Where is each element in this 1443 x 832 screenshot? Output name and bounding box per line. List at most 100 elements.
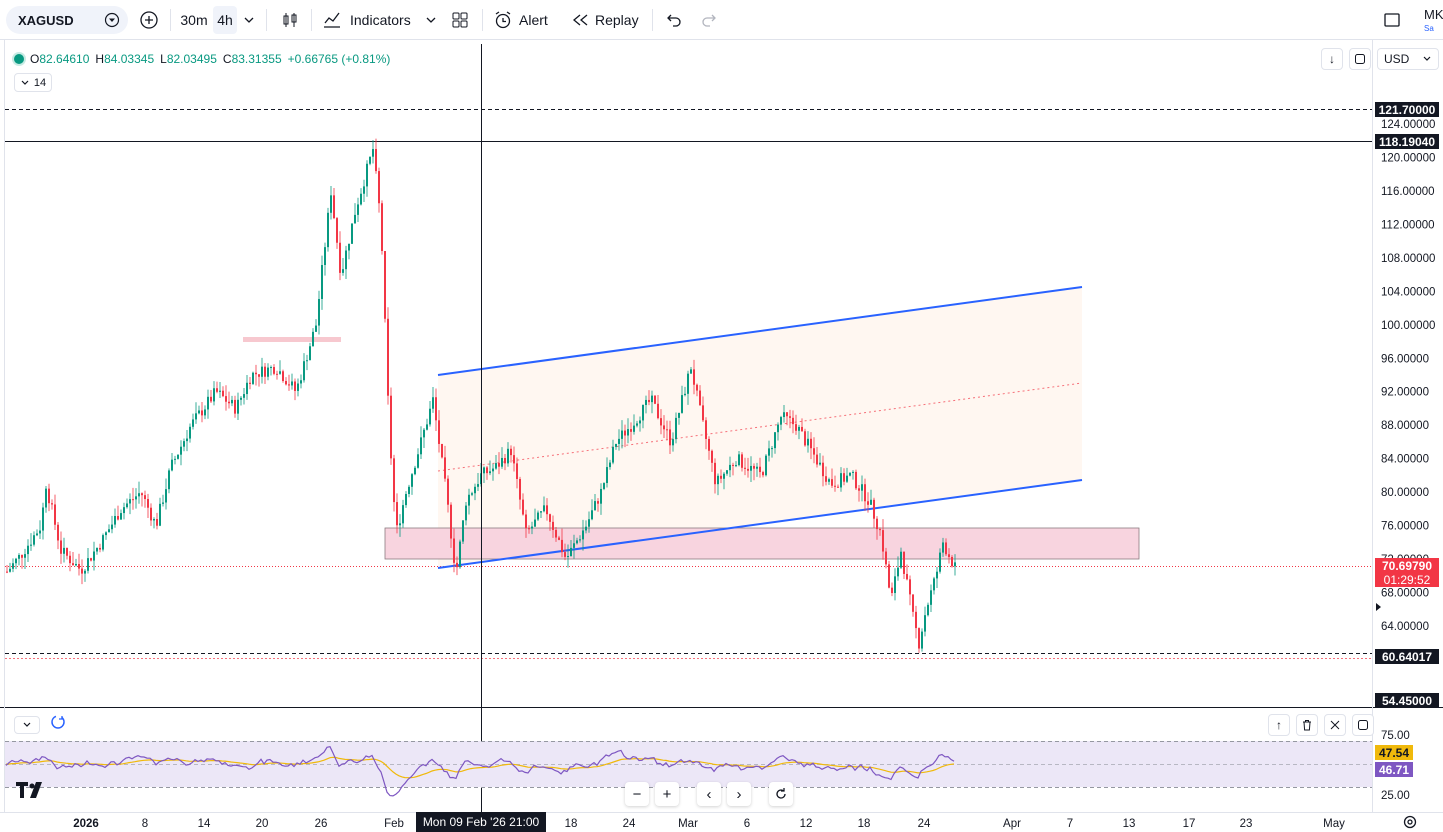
time-tick-label: Apr xyxy=(1003,818,1021,830)
interval-30m[interactable]: 30m xyxy=(180,12,208,28)
candle-body xyxy=(513,455,515,464)
candle-body xyxy=(663,425,665,430)
candle-body xyxy=(111,524,113,530)
compare-add-icon[interactable] xyxy=(136,6,162,34)
candle-body xyxy=(666,429,668,431)
rewind-icon xyxy=(571,12,589,28)
move-pane-up-icon[interactable]: ↑ xyxy=(1268,714,1290,736)
time-tick-label: 6 xyxy=(744,818,750,830)
alert-button[interactable]: Alert xyxy=(493,6,548,34)
candle-body xyxy=(141,493,143,496)
candle-body xyxy=(483,467,485,474)
scroll-left-icon[interactable]: ‹ xyxy=(697,782,721,806)
candle-body xyxy=(330,195,332,213)
replay-button[interactable]: Replay xyxy=(571,6,639,34)
badge-countdown: 01:29:52 xyxy=(1375,572,1439,587)
refresh-loading-icon[interactable] xyxy=(50,714,66,735)
fullscreen-icon[interactable] xyxy=(1380,6,1404,34)
maximize-pane-icon[interactable] xyxy=(1349,48,1371,70)
candle-body xyxy=(348,243,350,251)
layouts-grid-icon[interactable] xyxy=(448,6,472,34)
candle-body xyxy=(918,628,920,649)
indicators-button[interactable]: Indicators xyxy=(322,6,411,34)
scroll-right-icon[interactable]: › xyxy=(727,782,751,806)
candle-body xyxy=(852,471,854,473)
candles-chart-type-icon[interactable] xyxy=(277,6,303,34)
candle-body xyxy=(579,539,581,541)
account-avatar[interactable]: MK Sa xyxy=(1424,8,1443,36)
candle-body xyxy=(729,464,731,471)
candle-body xyxy=(774,432,776,449)
candle-body xyxy=(939,552,941,572)
rsi-tick-75: 75.00 xyxy=(1381,730,1410,742)
candle-body xyxy=(90,558,92,561)
candle-body xyxy=(891,587,893,594)
candle-body xyxy=(567,556,569,558)
undo-icon[interactable] xyxy=(662,6,686,34)
candle-body xyxy=(618,438,620,444)
settings-gear-icon[interactable] xyxy=(1402,814,1418,832)
scroll-right-arrow-icon[interactable] xyxy=(1376,603,1381,611)
scroll-down-icon[interactable]: ↓ xyxy=(1321,48,1343,70)
candle-body xyxy=(675,417,677,440)
candle-body xyxy=(759,466,761,473)
channel-lower-line[interactable] xyxy=(437,479,1083,569)
candle-body xyxy=(327,212,329,248)
candle-body xyxy=(564,552,566,557)
indicators-dropdown-icon[interactable] xyxy=(422,6,440,34)
candle-body xyxy=(24,554,26,558)
candle-body xyxy=(837,486,839,488)
time-tick-label: 8 xyxy=(142,818,148,830)
interval-dropdown-icon[interactable] xyxy=(240,6,258,34)
zoom-in-icon[interactable]: + xyxy=(655,782,679,806)
open-key: O xyxy=(30,52,40,66)
candle-body xyxy=(555,529,557,538)
resistance-marker[interactable] xyxy=(243,337,341,342)
toolbar-divider xyxy=(482,9,483,31)
candle-body xyxy=(216,388,218,392)
candle-body xyxy=(279,371,281,374)
chart-canvas[interactable]: 124.00000 120.00000 116.00000 112.00000 108.… xyxy=(0,40,1443,832)
candle-body xyxy=(600,488,602,504)
collapse-pane-icon[interactable] xyxy=(1324,714,1346,736)
candle-body xyxy=(114,516,116,525)
zoom-out-icon[interactable]: − xyxy=(625,782,649,806)
candle-body xyxy=(78,563,80,569)
rsi-collapse-button[interactable] xyxy=(14,715,40,734)
candle-body xyxy=(195,413,197,420)
tradingview-logo-icon xyxy=(16,782,46,803)
candle-body xyxy=(396,502,398,526)
candle-body xyxy=(237,399,239,414)
candle-body xyxy=(363,186,365,194)
candle-body xyxy=(795,424,797,431)
candle-body xyxy=(507,448,509,464)
support-zone[interactable] xyxy=(384,527,1140,560)
legend-collapse-button[interactable]: 14 xyxy=(14,73,52,92)
candle-body xyxy=(459,541,461,568)
reset-chart-icon[interactable] xyxy=(769,782,793,806)
top-toolbar: XAGUSD 30m 4h Indicators xyxy=(0,0,1443,40)
candle-body xyxy=(822,462,824,477)
high-value: 84.03345 xyxy=(104,52,155,66)
candle-body xyxy=(834,485,836,487)
candle-body xyxy=(198,410,200,414)
candle-body xyxy=(639,420,641,424)
candle-body xyxy=(540,511,542,513)
redo-icon[interactable] xyxy=(697,6,721,34)
candle-body xyxy=(651,395,653,403)
candle-body xyxy=(702,405,704,421)
candle-body xyxy=(921,631,923,649)
interval-4h[interactable]: 4h xyxy=(213,6,237,34)
candle-body xyxy=(954,562,956,567)
candle-body xyxy=(660,418,662,426)
channel-upper-line[interactable] xyxy=(437,286,1083,376)
candle-body xyxy=(294,381,296,391)
symbol-search[interactable]: XAGUSD xyxy=(6,6,128,34)
candle-body xyxy=(171,459,173,471)
maximize-pane-icon[interactable] xyxy=(1352,714,1374,736)
trash-icon[interactable] xyxy=(1296,714,1318,736)
candle-body xyxy=(636,423,638,426)
currency-select[interactable]: USD xyxy=(1377,48,1439,70)
candle-body xyxy=(312,331,314,347)
time-tick-label: 24 xyxy=(918,818,931,830)
